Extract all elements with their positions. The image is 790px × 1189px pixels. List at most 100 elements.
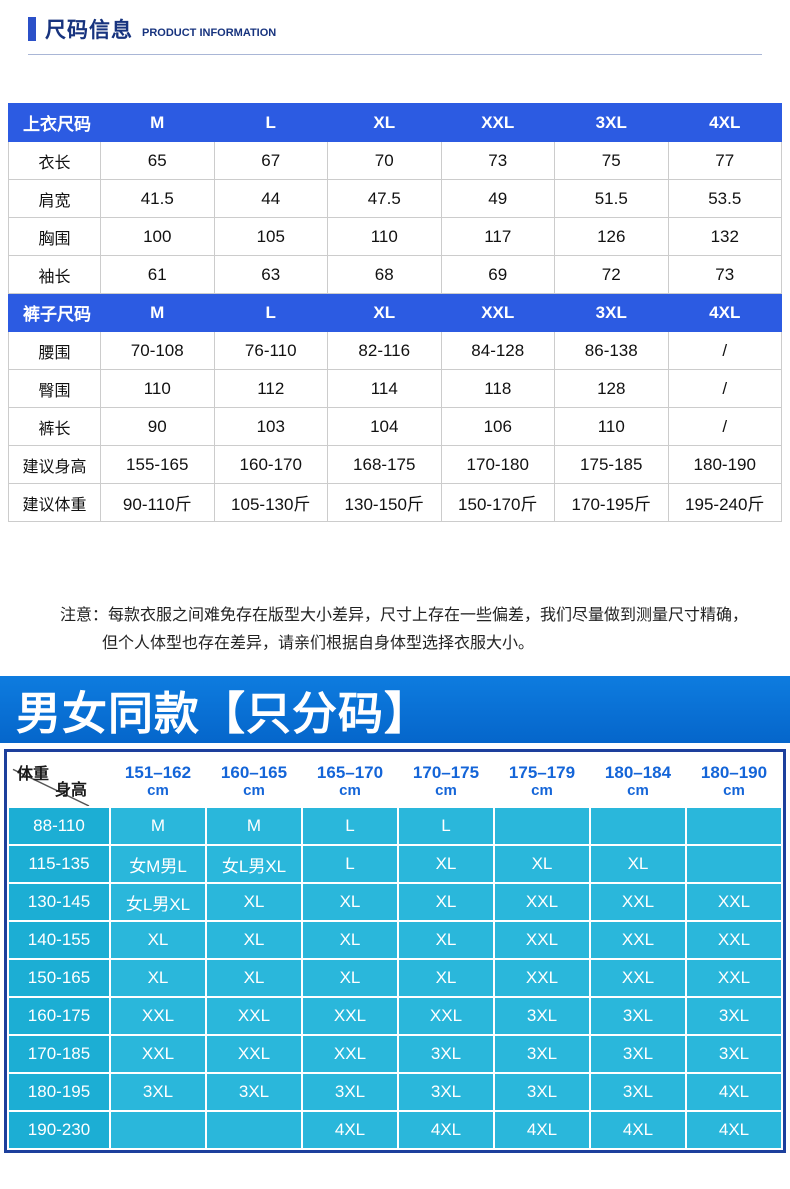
weight-row-label: 88-110 bbox=[7, 806, 111, 846]
size-cell: 180-190 bbox=[667, 445, 782, 484]
corner-weight-label: 体重 bbox=[17, 766, 50, 783]
size-cell: 73 bbox=[667, 255, 782, 294]
diagonal-line bbox=[12, 768, 90, 806]
unisex-size-cell: XXL bbox=[493, 958, 591, 998]
unisex-size-cell: 3XL bbox=[493, 1034, 591, 1074]
size-table-header-row: 裤子尺码 M L XL XXL 3XL 4XL bbox=[8, 293, 782, 332]
size-table-row: 臀围 110 112 114 118 128/ bbox=[8, 369, 782, 408]
size-column-header: L bbox=[213, 103, 328, 142]
unisex-size-cell: L bbox=[301, 806, 399, 846]
unisex-size-cell: XXL bbox=[205, 1034, 303, 1074]
row-label: 建议体重 bbox=[8, 483, 101, 522]
unisex-size-cell: 3XL bbox=[109, 1072, 207, 1112]
size-cell: 63 bbox=[213, 255, 328, 294]
unisex-size-cell bbox=[685, 806, 783, 846]
section-header: 尺码信息 PRODUCT INFORMATION bbox=[28, 14, 762, 55]
note-line-2: 但个人体型也存在差异，请亲们根据自身体型选择衣服大小。 bbox=[102, 635, 535, 652]
size-column-header: XXL bbox=[440, 293, 555, 332]
size-column-header: XL bbox=[327, 103, 442, 142]
unisex-size-cell: XL bbox=[397, 958, 495, 998]
unisex-table-row: 130-145 女L男XL XL XL XL XXL XXL XXL bbox=[7, 882, 783, 922]
size-cell: 128 bbox=[554, 369, 669, 408]
size-column-header: XXL bbox=[440, 103, 555, 142]
unisex-size-cell: XXL bbox=[109, 1034, 207, 1074]
size-cell: 65 bbox=[100, 141, 215, 180]
size-cell: 132 bbox=[667, 217, 782, 256]
weight-row-label: 170-185 bbox=[7, 1034, 111, 1074]
unisex-size-cell: XL bbox=[397, 882, 495, 922]
page-subtitle: PRODUCT INFORMATION bbox=[142, 26, 277, 39]
size-cell: 100 bbox=[100, 217, 215, 256]
unisex-size-cell bbox=[109, 1110, 207, 1150]
unisex-size-cell: XXL bbox=[685, 958, 783, 998]
unisex-size-cell: XXL bbox=[589, 882, 687, 922]
unisex-size-cell: XXL bbox=[109, 996, 207, 1036]
size-column-header: 4XL bbox=[667, 293, 782, 332]
unisex-size-cell: XL bbox=[397, 844, 495, 884]
unisex-size-cell: 3XL bbox=[397, 1034, 495, 1074]
size-cell: 117 bbox=[440, 217, 555, 256]
weight-row-label: 190-230 bbox=[7, 1110, 111, 1150]
weight-row-label: 115-135 bbox=[7, 844, 111, 884]
weight-row-label: 180-195 bbox=[7, 1072, 111, 1112]
unisex-size-cell: M bbox=[205, 806, 303, 846]
unisex-size-cell: XL bbox=[301, 882, 399, 922]
unisex-size-cell: 3XL bbox=[685, 996, 783, 1036]
size-cell: 72 bbox=[554, 255, 669, 294]
row-label: 建议身高 bbox=[8, 445, 101, 484]
size-cell: 70-108 bbox=[100, 331, 215, 370]
unisex-size-cell: XXL bbox=[589, 920, 687, 960]
height-column-header: 160–165 cm bbox=[205, 752, 303, 808]
size-cell: 103 bbox=[213, 407, 328, 446]
size-cell: 68 bbox=[327, 255, 442, 294]
size-cell: 130-150斤 bbox=[327, 483, 442, 522]
size-cell: 104 bbox=[327, 407, 442, 446]
unisex-size-table: 体重 身高 151–162 cm 160–165 cm 165–170 cm 170–175 cm… bbox=[7, 752, 783, 1150]
size-cell: 126 bbox=[554, 217, 669, 256]
size-cell: 73 bbox=[440, 141, 555, 180]
size-table-row: 腰围 70-108 76-110 82-116 84-128 86-138/ bbox=[8, 331, 782, 370]
size-cell: 106 bbox=[440, 407, 555, 446]
height-column-header: 180–184 cm bbox=[589, 752, 687, 808]
size-table-section-label: 裤子尺码 bbox=[8, 293, 101, 332]
size-column-header: 3XL bbox=[554, 103, 669, 142]
unisex-size-cell: XXL bbox=[301, 996, 399, 1036]
unisex-size-cell: 3XL bbox=[493, 1072, 591, 1112]
size-cell: 86-138 bbox=[554, 331, 669, 370]
unisex-size-cell bbox=[493, 806, 591, 846]
size-cell: 75 bbox=[554, 141, 669, 180]
size-cell: 84-128 bbox=[440, 331, 555, 370]
row-label: 袖长 bbox=[8, 255, 101, 294]
unisex-table-row: 88-110 M M L L bbox=[7, 806, 783, 846]
unisex-size-cell: XXL bbox=[397, 996, 495, 1036]
unisex-table-row: 115-135 女M男L 女L男XL L XL XL XL bbox=[7, 844, 783, 884]
height-unit: cm bbox=[531, 781, 553, 799]
unisex-header-row: 体重 身高 151–162 cm 160–165 cm 165–170 cm 170–175 cm… bbox=[7, 752, 783, 808]
corner-height-label: 身高 bbox=[55, 782, 88, 799]
size-cell: 170-195斤 bbox=[554, 483, 669, 522]
unisex-size-cell: 3XL bbox=[301, 1072, 399, 1112]
unisex-size-cell bbox=[205, 1110, 303, 1150]
page-title: 尺码信息 bbox=[45, 19, 133, 42]
size-cell: 77 bbox=[667, 141, 782, 180]
size-cell: 61 bbox=[100, 255, 215, 294]
unisex-size-cell: XXL bbox=[685, 882, 783, 922]
size-cell: 160-170 bbox=[213, 445, 328, 484]
unisex-size-cell: XL bbox=[589, 844, 687, 884]
size-cell: 90-110斤 bbox=[100, 483, 215, 522]
unisex-size-cell: 3XL bbox=[685, 1034, 783, 1074]
size-cell: 195-240斤 bbox=[667, 483, 782, 522]
size-cell: 69 bbox=[440, 255, 555, 294]
unisex-size-cell: XL bbox=[397, 920, 495, 960]
unisex-size-cell: 女L男XL bbox=[205, 844, 303, 884]
unisex-size-cell: 3XL bbox=[493, 996, 591, 1036]
unisex-size-cell: 女M男L bbox=[109, 844, 207, 884]
size-cell: 41.5 bbox=[100, 179, 215, 218]
row-label: 衣长 bbox=[8, 141, 101, 180]
size-cell: 112 bbox=[213, 369, 328, 408]
banner-title: 男女同款【只分码】 bbox=[16, 688, 431, 739]
height-range: 180–184 bbox=[604, 762, 672, 782]
page: 尺码信息 PRODUCT INFORMATION 上衣尺码 M L XL XXL 3XL 4… bbox=[0, 14, 790, 1153]
height-column-header: 175–179 cm bbox=[493, 752, 591, 808]
height-range: 180–190 bbox=[700, 762, 768, 782]
